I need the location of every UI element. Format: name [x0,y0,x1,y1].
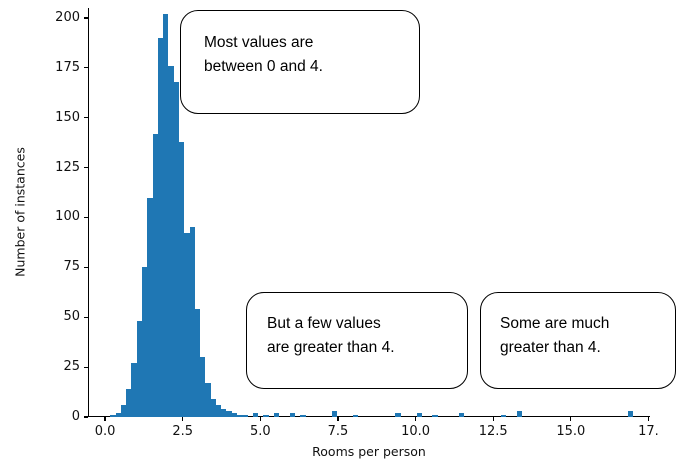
histogram-bar [210,399,216,417]
callout-few-values-greater: But a few values are greater than 4. [246,292,468,389]
histogram-bar [627,411,633,417]
y-tick-label: 125 [55,159,80,175]
y-tick-label: 50 [63,309,80,325]
y-tick-label: 150 [55,109,80,125]
y-tick-label: 25 [63,359,80,375]
x-tick-label: 2.5 [172,424,194,439]
callout-most-values: Most values are between 0 and 4. [180,10,420,114]
y-tick-label: 200 [55,9,80,25]
y-tick-mark [84,216,88,219]
y-tick-label: 175 [55,59,80,75]
histogram-bar [200,357,206,417]
x-tick-mark [104,417,106,421]
histogram-bar [184,233,190,417]
histogram-bar [205,383,211,417]
y-tick-label: 0 [71,409,80,424]
histogram-bar [173,81,179,417]
histogram-bar [157,37,164,417]
x-tick-label: 5.0 [249,424,271,439]
y-tick-label: 100 [55,209,80,225]
histogram-bar [231,413,238,417]
y-tick-mark [84,167,88,169]
y-tick-mark [84,266,88,268]
x-tick-label: 10.0 [401,424,431,439]
callout-text-line: Most values are [204,34,314,51]
x-tick-label: 17. [638,424,659,439]
histogram-bar [221,409,227,417]
y-axis-line [88,8,90,417]
histogram-bar [115,413,121,417]
callout-text-line: between 0 and 4. [204,58,323,75]
histogram-bar [110,415,116,417]
histogram-bar [131,363,137,417]
histogram-bar [332,411,338,417]
x-tick-mark [414,417,417,421]
y-tick-mark [84,316,88,318]
histogram-bar [136,321,142,417]
x-tick-label: 0.0 [94,424,116,439]
x-tick-mark [259,417,261,421]
x-tick-mark [337,417,339,421]
histogram-bar [163,13,169,417]
histogram-bar [142,267,148,417]
histogram-bar [395,413,401,417]
histogram-bar [194,309,201,417]
histogram-bar [126,389,132,417]
histogram-bar [189,227,195,417]
x-tick-mark [570,417,572,421]
x-tick-mark [492,417,494,421]
y-axis-label: Number of instances [12,147,28,277]
histogram-bar [289,413,296,417]
histogram-bar [353,415,359,417]
y-tick-mark [84,117,88,119]
histogram-bar [458,413,464,417]
histogram-bar [263,415,269,417]
callout-text-line: greater than 4. [500,339,601,356]
histogram-bar [300,415,306,417]
callout-text-line: Some are much [500,315,610,332]
histogram-bar [252,413,259,417]
histogram-bar [120,405,127,417]
histogram-bar [152,133,158,417]
y-tick-mark [84,17,88,19]
y-tick-mark [84,67,88,69]
x-axis-label: Rooms per person [312,444,426,459]
plot-area: 0 25 50 75 100 125 150 175 200 0.0 2.5 5.0 7.5 10.0 12… [55,8,659,439]
histogram-bar [215,405,222,417]
y-tick-label: 75 [63,259,80,275]
histogram-bar [516,411,523,417]
histogram-bar [237,415,243,417]
callout-much-greater: Some are much greater than 4. [480,292,676,389]
histogram-bar [500,415,507,417]
x-tick-mark [647,417,650,421]
y-tick-mark [84,416,88,418]
y-tick-mark [84,366,88,368]
callout-text-line: But a few values [267,315,381,332]
histogram-bar [432,415,438,417]
callout-text-line: are greater than 4. [267,339,395,356]
histogram-bar [273,413,280,417]
x-tick-mark [182,417,184,421]
histogram-bar [147,197,153,417]
histogram-bar [226,411,232,417]
histogram-bar [168,65,174,417]
x-axis-line [88,415,650,417]
histogram-bar [416,413,422,417]
x-tick-label: 12.5 [478,424,508,439]
x-tick-label: 7.5 [327,424,349,439]
histogram-bar [178,141,185,417]
histogram-bar [242,415,248,417]
x-tick-label: 15.0 [556,424,586,439]
